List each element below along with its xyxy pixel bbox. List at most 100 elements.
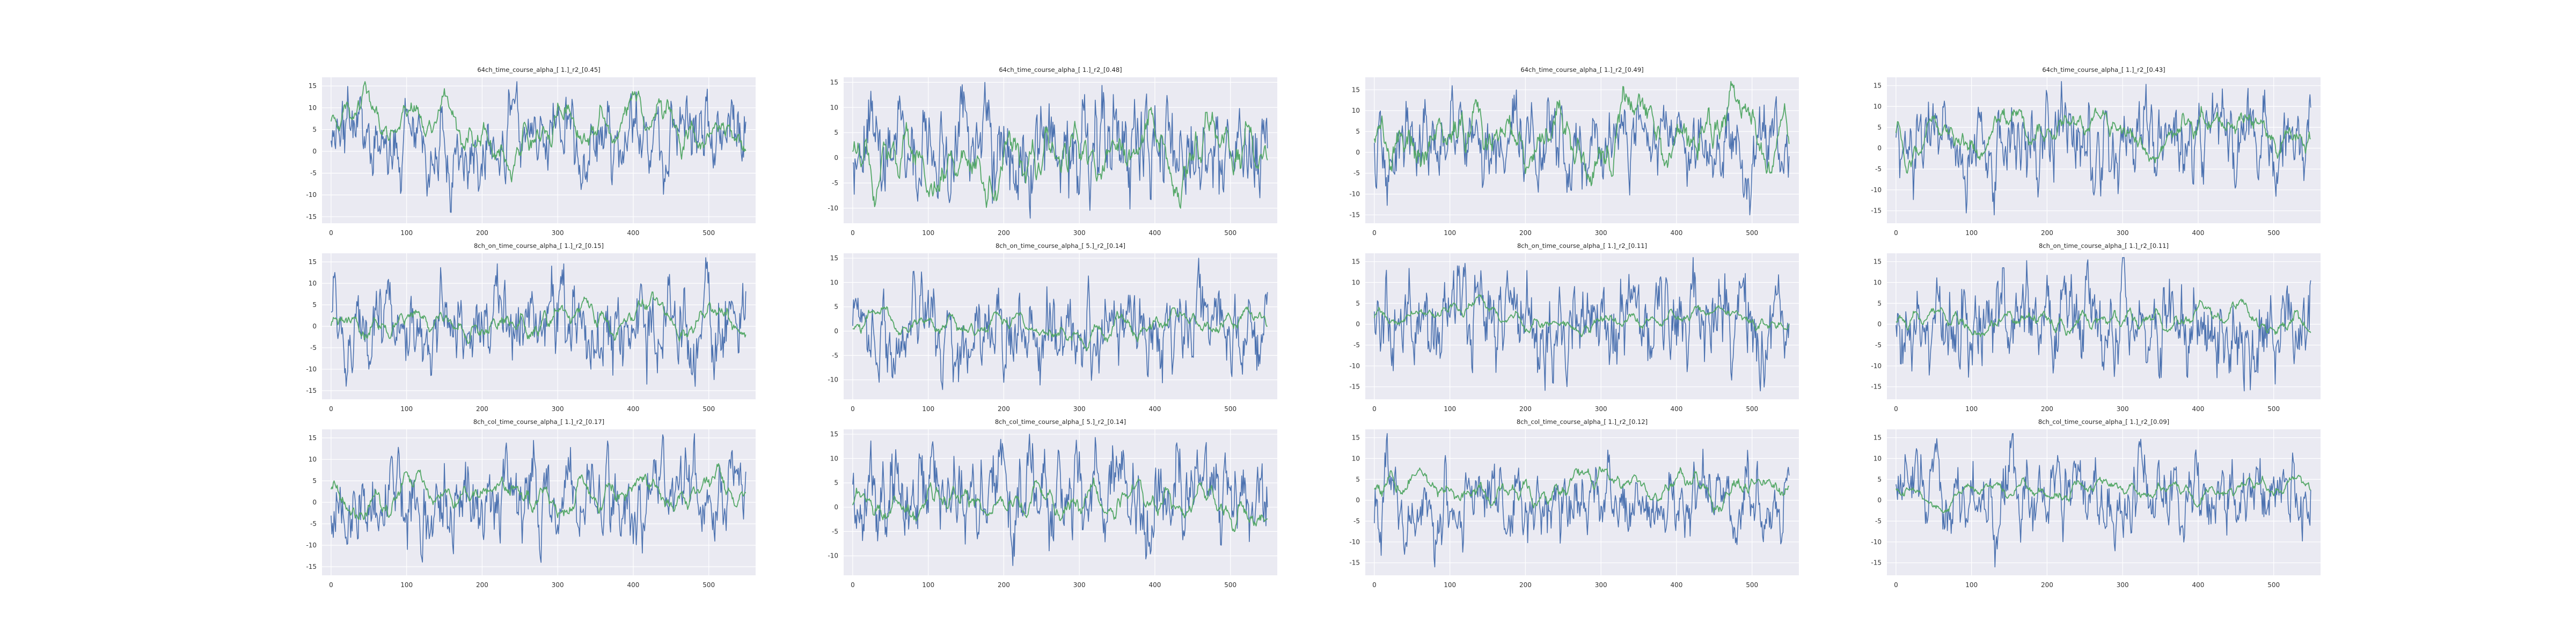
x-tick-label: 100 (1444, 229, 1456, 237)
y-tick-label: 15 (1352, 86, 1360, 93)
y-tick-label: 10 (309, 280, 317, 287)
y-tick-label: 15 (830, 254, 838, 262)
x-tick-label: 100 (1965, 229, 1978, 237)
x-tick-label: 500 (1746, 229, 1758, 237)
x-tick-label: 400 (2192, 405, 2205, 413)
x-tick-label: 300 (1595, 581, 1607, 589)
y-tick-label: 15 (309, 434, 317, 442)
x-tick-label: 300 (2117, 229, 2129, 237)
x-tick-label: 100 (400, 581, 413, 589)
x-tick-label: 100 (1444, 405, 1456, 413)
x-tick-label: 500 (702, 581, 715, 589)
y-tick-label: 0 (312, 499, 317, 506)
y-tick-label: -10 (1871, 186, 1882, 194)
x-tick-label: 200 (476, 405, 488, 413)
y-tick-label: 5 (1356, 299, 1360, 307)
y-tick-label: -10 (828, 552, 838, 560)
y-tick-label: 5 (312, 477, 317, 485)
subplot-7: 0 100 200 300 400 500 -15 -10 -5 0 5 10 15 8ch_on_tim… (1349, 242, 1799, 413)
series-line-2 (1374, 466, 1789, 514)
series-line-2 (1896, 106, 2311, 174)
subplot-title: 8ch_col_time_course_alpha_[ 5.]_r2_[0.14… (995, 418, 1126, 426)
y-tick-label: 15 (1874, 82, 1882, 90)
y-tick-label: -10 (1349, 191, 1360, 198)
y-tick-label: 10 (830, 279, 838, 286)
y-tick-label: 5 (1877, 123, 1882, 131)
y-tick-label: -10 (1349, 538, 1360, 546)
y-tick-label: 5 (834, 129, 838, 136)
subplot-4: 0 100 200 300 400 500 -15 -10 -5 0 5 10 15 64ch_time_… (1871, 66, 2321, 237)
x-tick-label: 300 (1595, 405, 1607, 413)
x-tick-label: 100 (1965, 405, 1978, 413)
y-tick-label: 15 (1874, 434, 1882, 442)
x-tick-label: 0 (1372, 229, 1377, 237)
subplot-10: 0 100 200 300 400 500 -10 -5 0 5 10 15 8ch_col_time_… (828, 418, 1277, 589)
subplot-title: 8ch_col_time_course_alpha_[ 1.]_r2_[0.12… (1517, 418, 1648, 426)
y-tick-label: -5 (310, 170, 317, 177)
x-tick-label: 500 (1224, 405, 1236, 413)
subplot-title: 8ch_on_time_course_alpha_[ 1.]_r2_[0.15] (474, 242, 604, 250)
series-line-1 (1374, 433, 1790, 568)
series-line-1 (1896, 433, 2311, 568)
y-tick-label: -15 (1349, 383, 1360, 391)
y-tick-label: 5 (1356, 475, 1360, 483)
subplot-11: 0 100 200 300 400 500 -15 -10 -5 0 5 10 15 8ch_col_ti… (1349, 418, 1799, 589)
x-tick-label: 300 (552, 229, 564, 237)
y-tick-label: -5 (1353, 517, 1360, 525)
y-tick-label: 10 (1874, 455, 1882, 462)
x-tick-label: 400 (627, 229, 640, 237)
y-tick-label: 5 (834, 479, 838, 487)
x-tick-label: 0 (851, 229, 855, 237)
y-tick-label: -10 (306, 541, 317, 549)
x-tick-label: 500 (2267, 229, 2280, 237)
axes-background (1365, 253, 1799, 399)
y-tick-label: 10 (1352, 107, 1360, 114)
series-line-2 (331, 81, 747, 182)
x-tick-label: 100 (400, 229, 413, 237)
x-tick-label: 300 (2117, 405, 2129, 413)
series-line-1 (1374, 257, 1790, 392)
x-tick-label: 500 (1746, 581, 1758, 589)
y-tick-label: -5 (310, 520, 317, 528)
y-tick-label: 0 (312, 148, 317, 155)
x-tick-label: 0 (1372, 405, 1377, 413)
x-tick-label: 300 (2117, 581, 2129, 589)
y-tick-label: 10 (309, 456, 317, 463)
subplot-5: 0 100 200 300 400 500 -15 -10 -5 0 5 10 15 8ch_on_tim… (306, 242, 756, 413)
y-tick-label: 10 (309, 104, 317, 112)
x-tick-label: 200 (476, 229, 488, 237)
x-tick-label: 500 (702, 405, 715, 413)
y-tick-label: 0 (1877, 144, 1882, 152)
series-line-1 (852, 82, 1268, 219)
y-tick-label: -10 (1871, 538, 1882, 546)
series-line-2 (852, 306, 1268, 352)
subplot-title: 8ch_col_time_course_alpha_[ 1.]_r2_[0.17… (473, 418, 604, 426)
y-tick-label: 5 (1356, 128, 1360, 135)
x-tick-label: 400 (2192, 229, 2205, 237)
y-tick-label: 0 (1356, 320, 1360, 328)
x-tick-label: 100 (922, 581, 934, 589)
series-line-2 (1896, 474, 2311, 514)
subplot-3: 0 100 200 300 400 500 -15 -10 -5 0 5 10 15 64ch_time_… (1349, 66, 1799, 237)
series-line-1 (852, 258, 1268, 390)
y-tick-label: 15 (1352, 434, 1360, 442)
subplot-title: 8ch_on_time_course_alpha_[ 1.]_r2_[0.11] (1517, 242, 1647, 250)
series-line-1 (331, 433, 747, 563)
y-tick-label: -5 (1875, 341, 1882, 349)
y-tick-label: -15 (306, 563, 317, 570)
x-tick-label: 500 (702, 229, 715, 237)
x-tick-label: 400 (1671, 581, 1683, 589)
y-tick-label: 5 (312, 126, 317, 133)
y-tick-label: 15 (830, 78, 838, 86)
x-tick-label: 200 (1519, 405, 1532, 413)
x-tick-label: 200 (476, 581, 488, 589)
x-tick-label: 100 (1965, 581, 1978, 589)
x-tick-label: 0 (1894, 405, 1898, 413)
y-tick-label: 10 (830, 104, 838, 111)
subplot-1: 0 100 200 300 400 500 -15 -10 -5 0 5 10 15 64ch_time_… (306, 66, 756, 237)
x-tick-label: 0 (1372, 581, 1377, 589)
y-tick-label: -5 (832, 528, 838, 535)
y-tick-label: -15 (306, 387, 317, 394)
y-tick-label: -5 (1353, 170, 1360, 177)
x-tick-label: 200 (2041, 405, 2053, 413)
